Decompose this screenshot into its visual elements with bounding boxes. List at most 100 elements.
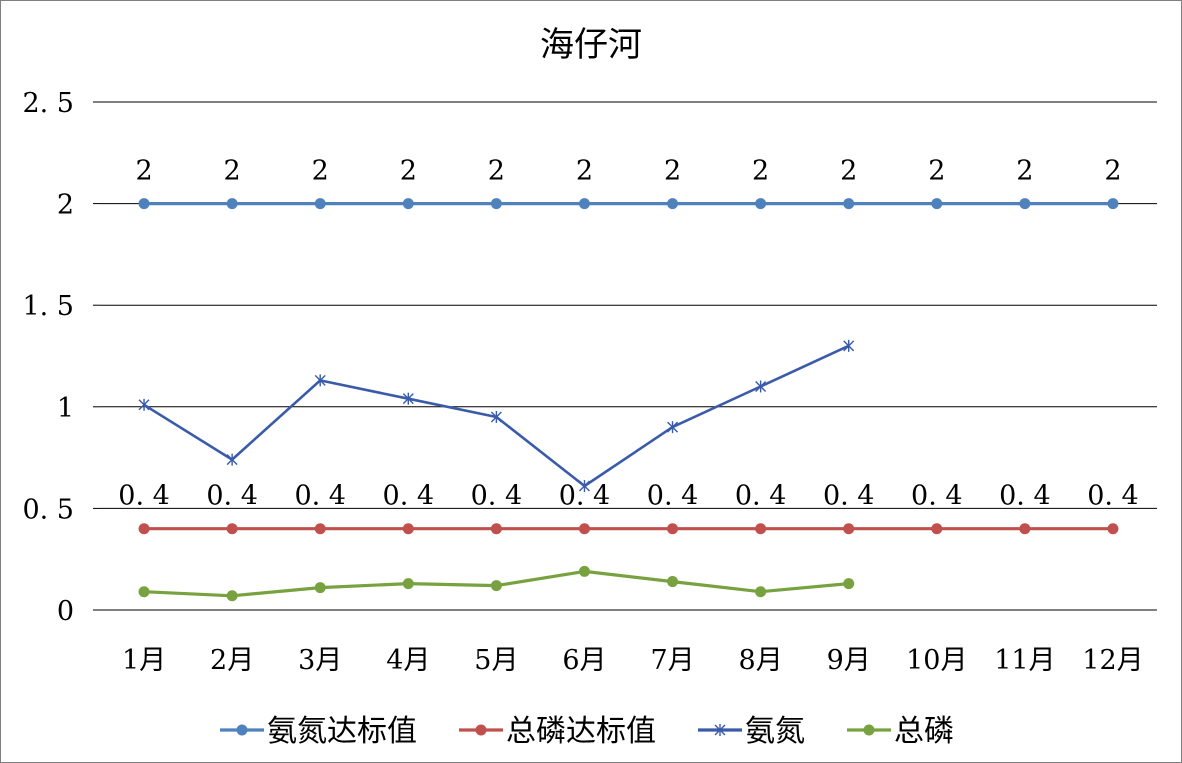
series-1-data-label-4: 0. 4 (471, 481, 523, 512)
series-0-point-5 (578, 198, 590, 210)
series-1-point-9 (931, 523, 943, 535)
series-2-point-2 (314, 374, 326, 387)
series-0-data-label-3: 2 (400, 156, 417, 187)
x-tick-label-6: 7月 (650, 645, 694, 676)
legend-marker (714, 724, 726, 736)
x-tick-label-8: 9月 (827, 645, 871, 676)
series-3-point-4 (490, 580, 502, 592)
legend-item-1: 总磷达标值 (459, 714, 656, 749)
chart-title: 海仔河 (540, 25, 642, 65)
series-1-point-11 (1107, 523, 1119, 535)
y-tick-label-2: 1 (57, 393, 74, 424)
series-0-point-7 (755, 198, 767, 210)
y-tick-label-3: 1. 5 (22, 291, 74, 322)
series-1-data-label-10: 0. 4 (999, 481, 1051, 512)
series-3-point-6 (667, 576, 679, 588)
series-0-point-11 (1107, 198, 1119, 210)
series-0-point-8 (843, 198, 855, 210)
legend-item-0: 氨氮达标值 (220, 714, 417, 749)
series-2-point-6 (667, 421, 679, 434)
legend-label-2: 氨氮 (745, 714, 805, 749)
series-0-data-label-6: 2 (664, 156, 681, 187)
series-1-point-2 (314, 523, 326, 535)
legend-label-1: 总磷达标值 (506, 714, 656, 749)
series-2-point-1 (226, 453, 238, 466)
series-1-point-6 (667, 523, 679, 535)
series-0-point-0 (138, 198, 150, 210)
data-labels: 2 2 2 2 2 2 2 2 2 2 2 2 0. 4 0. 4 0. 4 0. 4 0. 4 0. 4 0. 4… (118, 156, 1138, 512)
legend-label-3: 总磷 (894, 714, 954, 749)
series-3-point-2 (314, 582, 326, 594)
series-1-point-1 (226, 523, 238, 535)
series-1-point-5 (578, 523, 590, 535)
series-3-point-7 (755, 586, 767, 598)
legend-marker (863, 724, 875, 736)
series-0-point-9 (931, 198, 943, 210)
series-2-point-5 (578, 480, 590, 493)
series-0-data-label-7: 2 (752, 156, 769, 187)
series-3-point-8 (843, 578, 855, 590)
x-tick-label-4: 5月 (474, 645, 518, 676)
series-3-point-1 (226, 590, 238, 602)
series-0-data-label-5: 2 (576, 156, 593, 187)
x-tick-label-1: 2月 (210, 645, 254, 676)
series-1-data-label-7: 0. 4 (735, 481, 787, 512)
series-1-data-label-3: 0. 4 (383, 481, 435, 512)
series-0-data-label-2: 2 (312, 156, 329, 187)
legend-marker (236, 724, 248, 736)
series-2-point-8 (843, 339, 855, 352)
y-axis: 0 0. 5 1 1. 5 2 2. 5 (22, 88, 100, 627)
series-1-data-label-0: 0. 4 (118, 481, 170, 512)
series-0-data-label-0: 2 (135, 156, 152, 187)
y-tick-label-0: 0 (57, 596, 74, 627)
x-tick-label-10: 11月 (994, 645, 1055, 676)
y-tick-label-4: 2 (57, 190, 74, 221)
series-0-point-3 (402, 198, 414, 210)
series-0-point-4 (490, 198, 502, 210)
series-0-data-label-4: 2 (488, 156, 505, 187)
series-3-point-5 (578, 565, 590, 577)
x-tick-label-2: 3月 (298, 645, 342, 676)
series-1-data-label-6: 0. 4 (647, 481, 699, 512)
series-1-point-0 (138, 523, 150, 535)
series-0-data-label-11: 2 (1104, 156, 1121, 187)
legend-item-3: 总磷 (847, 714, 954, 749)
series-1-point-8 (843, 523, 855, 535)
series-1-point-4 (490, 523, 502, 535)
x-tick-label-0: 1月 (122, 645, 166, 676)
series-1-data-label-2: 0. 4 (294, 481, 346, 512)
x-tick-label-7: 8月 (739, 645, 783, 676)
series-1-data-label-1: 0. 4 (206, 481, 258, 512)
series-2-point-7 (755, 380, 767, 393)
series-1-point-7 (755, 523, 767, 535)
series-3-point-3 (402, 578, 414, 590)
y-tick-label-5: 2. 5 (22, 88, 74, 119)
series-0-point-1 (226, 198, 238, 210)
legend-marker (475, 724, 487, 736)
series-1-data-label-5: 0. 4 (559, 481, 611, 512)
x-tick-label-3: 4月 (386, 645, 430, 676)
series-0-data-label-8: 2 (840, 156, 857, 187)
legend: 氨氮达标值 总磷达标值 氨氮 总磷 (220, 714, 954, 749)
series-2-point-0 (138, 398, 150, 411)
x-tick-label-9: 10月 (906, 645, 967, 676)
legend-label-0: 氨氮达标值 (267, 714, 417, 749)
x-axis: 1月 2月 3月 4月 5月 6月 7月 8月 9月 10月 11月 12月 (122, 645, 1144, 676)
x-tick-label-11: 12月 (1082, 645, 1143, 676)
series-3-point-0 (138, 586, 150, 598)
series-1-point-3 (402, 523, 414, 535)
x-tick-label-5: 6月 (562, 645, 606, 676)
series-1-data-label-9: 0. 4 (911, 481, 963, 512)
series-1-data-label-11: 0. 4 (1087, 481, 1139, 512)
series-2-point-3 (402, 392, 414, 405)
series-0-data-label-1: 2 (224, 156, 241, 187)
series-0-point-6 (667, 198, 679, 210)
legend-item-2: 氨氮 (698, 714, 805, 749)
gridlines (100, 101, 1157, 611)
y-tick-label-1: 0. 5 (22, 494, 74, 525)
series-0-data-label-10: 2 (1016, 156, 1033, 187)
series-2-point-4 (490, 410, 502, 423)
series-1-point-10 (1019, 523, 1031, 535)
